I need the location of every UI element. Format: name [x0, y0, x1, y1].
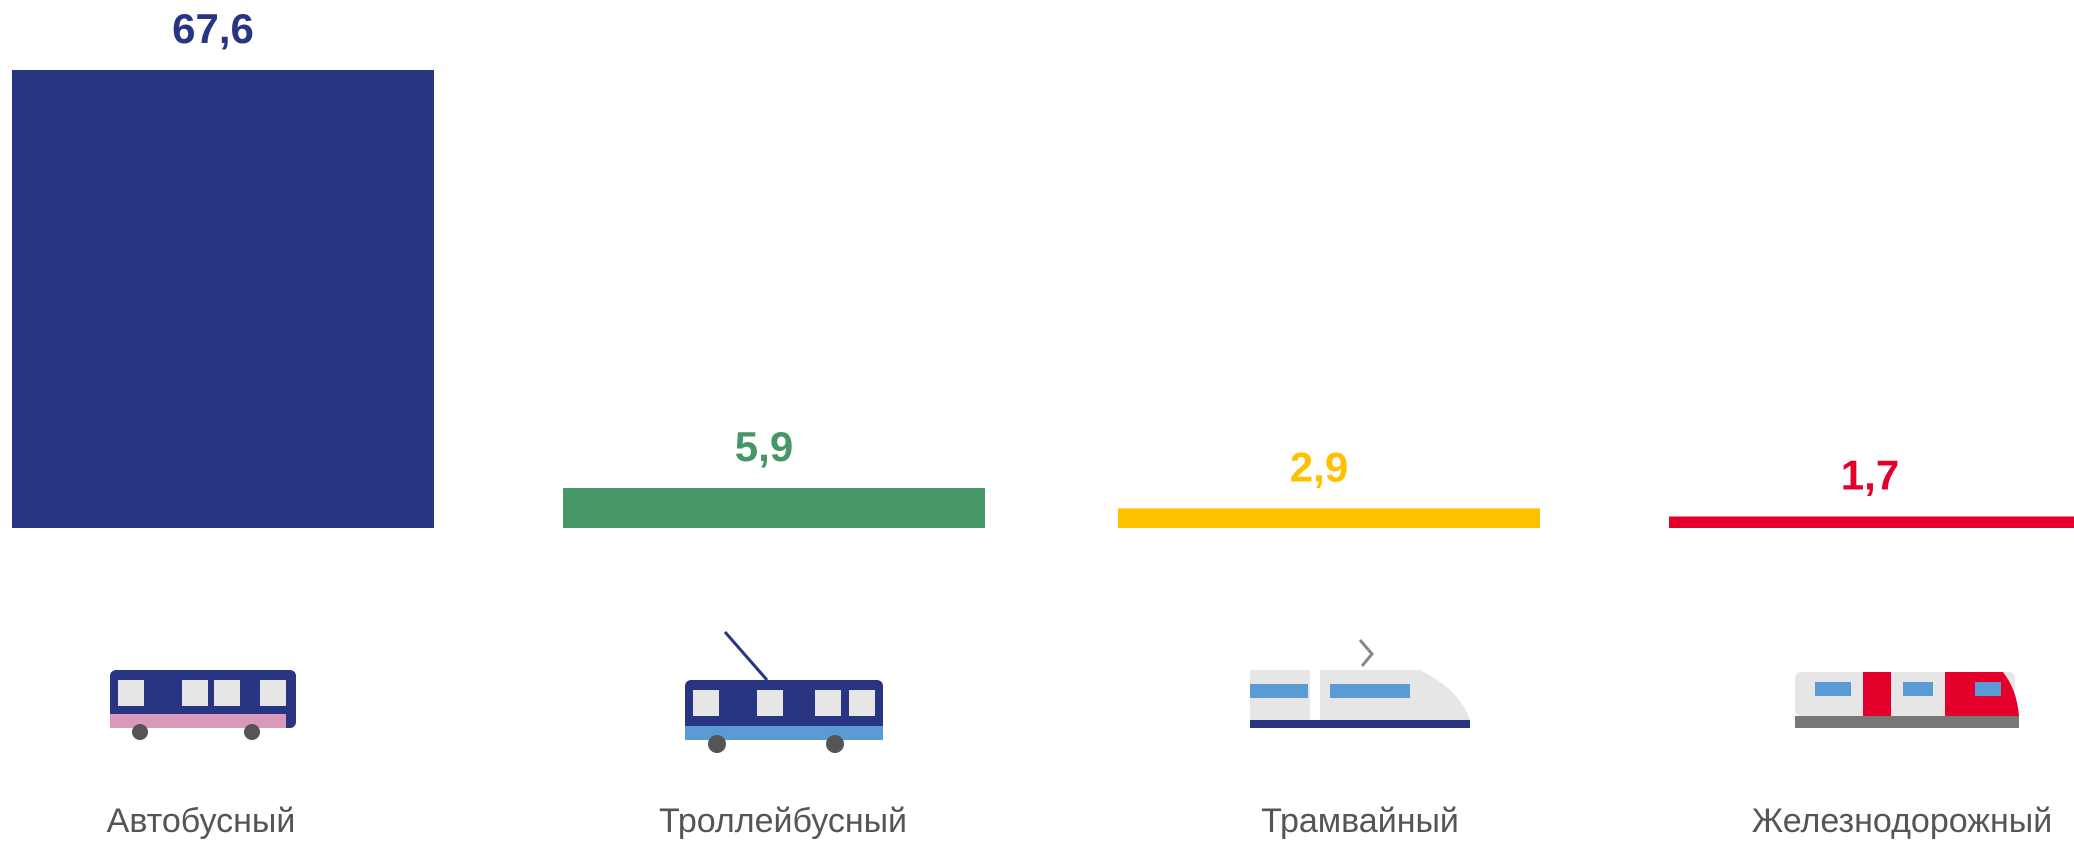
category-label: Трамвайный — [1261, 802, 1459, 840]
category-label: Автобусный — [107, 802, 296, 840]
value-label: 67,6 — [172, 5, 254, 52]
tram-icon — [1250, 639, 1470, 728]
bar — [563, 488, 985, 528]
bar — [1669, 516, 2074, 528]
bus-icon — [110, 670, 296, 740]
category-label: Троллейбусный — [659, 802, 907, 840]
bar — [12, 70, 434, 528]
category-label: Железнодорожный — [1752, 802, 2052, 840]
value-label: 2,9 — [1290, 443, 1348, 490]
trolleybus-icon — [685, 631, 883, 753]
value-label: 1,7 — [1841, 452, 1899, 499]
train-icon — [1795, 672, 2019, 728]
value-label: 5,9 — [735, 423, 793, 470]
bar — [1118, 508, 1540, 528]
